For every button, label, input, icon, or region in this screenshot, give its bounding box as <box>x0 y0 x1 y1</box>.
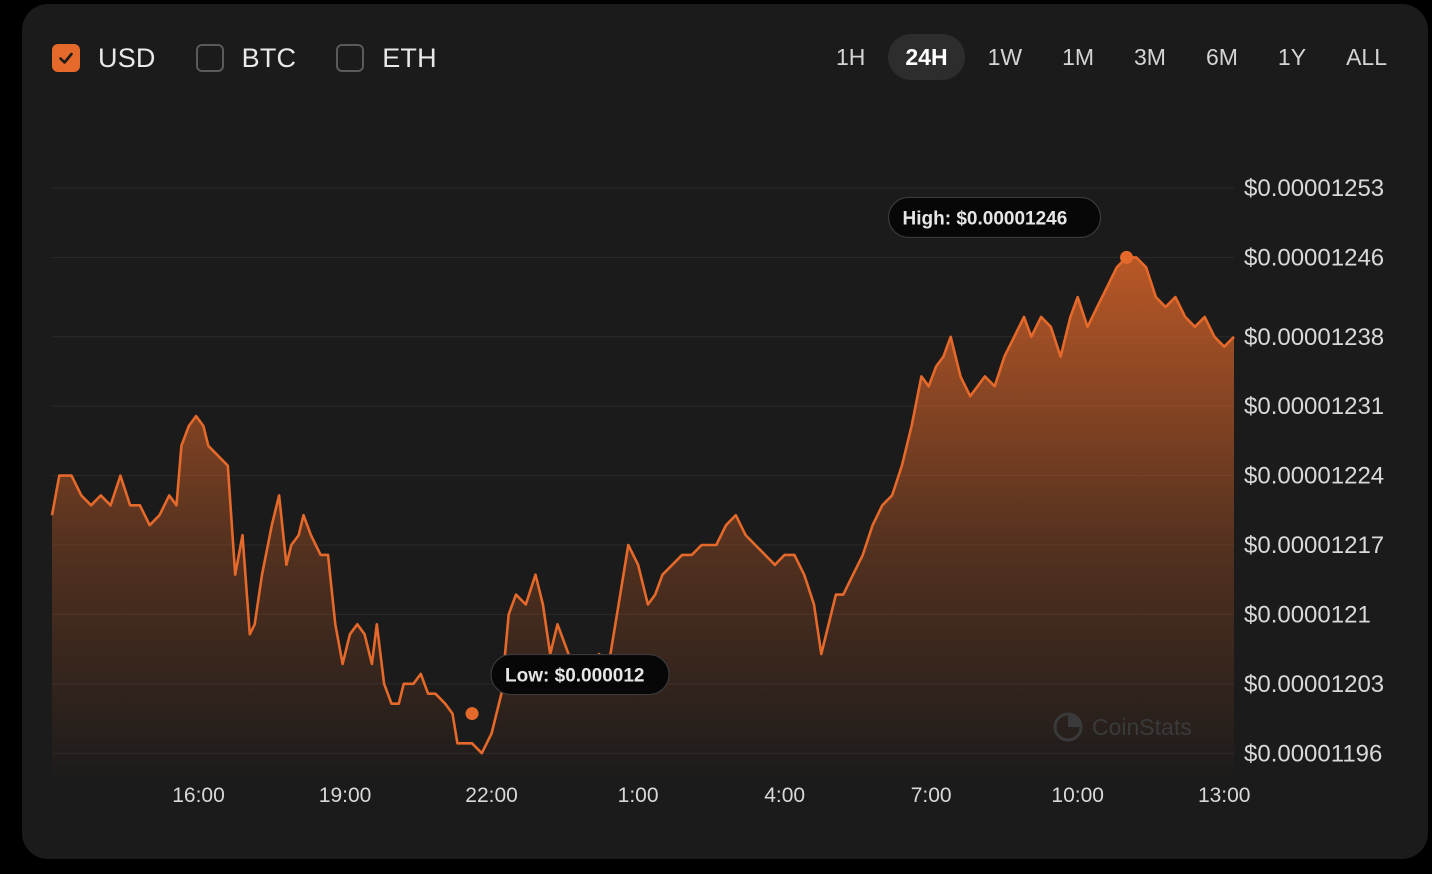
y-tick-label: $0.00001217 <box>1244 532 1384 559</box>
high-tooltip: High: $0.00001246 <box>887 196 1102 239</box>
y-tick-label: $0.00001246 <box>1244 244 1384 271</box>
x-tick-label: 13:00 <box>1198 784 1251 807</box>
y-tick-label: $0.00001196 <box>1244 740 1382 767</box>
x-tick-label: 19:00 <box>319 784 372 807</box>
price-chart-card: USD BTC ETH 1H 24H 1W 1M 3M 6M 1Y ALL <box>22 4 1428 859</box>
y-tick-label: $0.0000121 <box>1244 601 1371 628</box>
currency-label-btc: BTC <box>241 42 297 73</box>
coinstats-logo-icon <box>1053 712 1083 742</box>
x-tick-label: 1:00 <box>618 784 659 807</box>
high-marker <box>1120 250 1134 264</box>
range-1y-button[interactable]: 1Y <box>1277 44 1307 70</box>
low-tooltip: Low: $0.000012 <box>490 653 670 696</box>
currency-option-btc[interactable]: BTC <box>195 42 297 74</box>
range-1h-button[interactable]: 1H <box>835 44 866 70</box>
currency-selector: USD BTC ETH <box>52 38 477 78</box>
y-tick-label: $0.00001253 <box>1244 175 1384 202</box>
watermark-text: CoinStats <box>1092 714 1192 740</box>
coinstats-watermark: CoinStats <box>1053 712 1192 742</box>
range-3m-button[interactable]: 3M <box>1134 44 1166 70</box>
x-tick-label: 7:00 <box>911 784 952 807</box>
currency-label-usd: USD <box>98 42 156 73</box>
x-tick-label: 22:00 <box>465 784 518 807</box>
y-tick-label: $0.00001231 <box>1244 393 1384 420</box>
range-24h-button[interactable]: 24H <box>888 34 965 80</box>
y-axis-labels: $0.00001253 $0.00001246 $0.00001238 $0.0000… <box>1244 175 1384 767</box>
price-area <box>52 257 1234 783</box>
checkbox-usd[interactable] <box>52 44 80 72</box>
range-1m-button[interactable]: 1M <box>1062 44 1095 70</box>
high-tooltip-bg <box>887 196 1102 239</box>
currency-option-usd[interactable]: USD <box>52 43 156 74</box>
price-chart[interactable]: CoinStats $0.00001253$0.00001246$0.00001… <box>22 4 1428 859</box>
range-1w-button[interactable]: 1W <box>987 44 1023 70</box>
low-tooltip-text: Low: $0.000012 <box>505 666 644 687</box>
range-6m-button[interactable]: 6M <box>1205 44 1238 70</box>
y-tick-label: $0.00001203 <box>1244 671 1384 698</box>
y-tick-label: $0.00001238 <box>1244 324 1384 351</box>
currency-label-eth: ETH <box>382 42 437 73</box>
range-all-button[interactable]: ALL <box>1346 44 1387 70</box>
low-marker <box>465 707 479 721</box>
checkbox-eth[interactable] <box>336 44 365 72</box>
low-tooltip-bg <box>490 653 670 696</box>
high-tooltip-text: High: $0.00001246 <box>903 208 1068 229</box>
x-axis-labels: 16:00 19:00 22:00 1:00 4:00 7:00 10:00 13:00 <box>172 784 1250 807</box>
y-tick-label: $0.00001224 <box>1244 463 1384 490</box>
checkbox-btc[interactable] <box>195 44 224 72</box>
currency-option-eth[interactable]: ETH <box>336 43 437 74</box>
x-tick-label: 16:00 <box>172 784 225 807</box>
x-tick-label: 4:00 <box>764 784 805 807</box>
x-tick-label: 10:00 <box>1051 784 1104 807</box>
checkmark-icon <box>59 52 73 64</box>
time-range-selector: 1H 24H 1W 1M 3M 6M 1Y ALL <box>813 33 1404 81</box>
